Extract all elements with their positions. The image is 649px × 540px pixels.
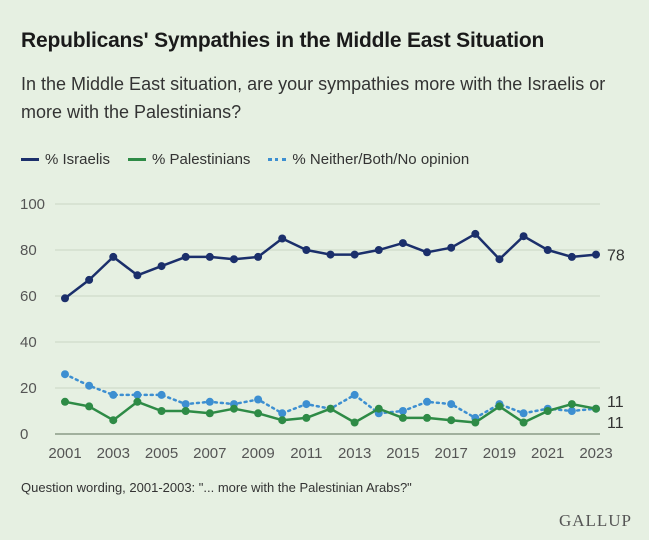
data-point-series-1: [229, 404, 238, 413]
x-tick-label: 2013: [338, 445, 371, 462]
data-point-series-2: [181, 400, 190, 409]
data-point-series-2: [398, 407, 407, 415]
data-point-series-1: [85, 402, 94, 411]
y-tick-label: 60: [20, 288, 37, 305]
data-point-series-1: [109, 416, 118, 425]
data-point-series-2: [85, 381, 94, 390]
data-point-series-2: [423, 397, 432, 406]
data-point-series-0: [205, 252, 214, 261]
data-point-series-0: [447, 243, 456, 252]
y-tick-label: 80: [20, 242, 37, 259]
data-point-series-1: [543, 407, 552, 415]
legend-label-israelis: % Israelis: [45, 151, 111, 168]
legend-item-israelis: % Israelis: [21, 151, 110, 168]
data-point-series-2: [567, 407, 576, 415]
data-point-series-2: [61, 370, 69, 379]
legend-item-palestinians: % Palestinians: [128, 151, 250, 168]
data-point-series-1: [519, 418, 528, 427]
chart-subtitle: In the Middle East situation, are your s…: [21, 74, 606, 122]
legend-label-palestinians: % Palestinians: [152, 151, 251, 168]
end-label-series-0: 78: [607, 248, 625, 265]
y-tick-label: 0: [20, 426, 28, 443]
data-point-series-1: [254, 409, 263, 418]
data-point-series-1: [398, 413, 407, 422]
data-point-series-0: [61, 294, 69, 303]
data-point-series-0: [85, 275, 94, 284]
data-point-series-2: [519, 409, 528, 418]
x-tick-label: 2001: [48, 445, 81, 462]
x-tick-label: 2021: [531, 445, 564, 462]
data-point-series-0: [374, 246, 383, 254]
data-point-series-1: [592, 404, 600, 413]
data-point-series-0: [519, 232, 528, 241]
data-point-series-2: [157, 390, 166, 399]
x-tick-label: 2019: [483, 445, 516, 462]
data-point-series-0: [278, 234, 287, 243]
legend-swatch-israelis: [21, 158, 39, 161]
x-tick-label: 2011: [290, 445, 322, 462]
data-point-series-2: [133, 390, 142, 399]
data-point-series-1: [302, 413, 311, 422]
gallup-logo: GALLUP: [558, 511, 632, 530]
legend-label-neither: % Neither/Both/No opinion: [292, 151, 470, 168]
data-point-series-1: [374, 404, 383, 413]
x-tick-label: 2009: [241, 445, 274, 462]
legend-swatch-neither: [268, 158, 287, 161]
data-point-series-0: [229, 255, 238, 264]
data-point-series-0: [133, 271, 142, 280]
legend-swatch-palestinians: [128, 158, 147, 161]
data-point-series-0: [181, 252, 190, 261]
data-point-series-1: [495, 402, 504, 411]
data-point-series-0: [471, 229, 480, 238]
series-line-0: [64, 232, 597, 300]
data-point-series-1: [205, 409, 214, 418]
legend-item-neither: % Neither/Both/No opinion: [268, 151, 469, 168]
data-point-series-1: [157, 407, 166, 415]
data-point-series-1: [447, 416, 456, 425]
data-point-series-2: [350, 390, 359, 399]
x-tick-label: 2015: [386, 445, 419, 462]
footnote: Question wording, 2001-2003: "... more w…: [21, 480, 412, 495]
data-point-series-0: [543, 246, 552, 254]
data-point-series-1: [181, 407, 190, 415]
legend: % Israelis % Palestinians % Neither/Both…: [21, 151, 469, 168]
data-point-series-0: [350, 250, 359, 259]
y-tick-label: 40: [20, 334, 37, 351]
x-tick-label: 2023: [579, 445, 612, 462]
data-point-series-2: [205, 397, 214, 406]
x-tick-label: 2005: [145, 445, 178, 462]
data-point-series-0: [302, 246, 311, 254]
data-point-series-2: [447, 400, 456, 409]
data-point-series-2: [278, 409, 287, 418]
data-point-series-1: [423, 413, 432, 422]
data-point-series-2: [254, 395, 263, 404]
x-tick-label: 2007: [193, 445, 226, 462]
data-point-series-0: [423, 248, 432, 257]
x-tick-label: 2003: [97, 445, 130, 462]
data-point-series-2: [109, 390, 118, 399]
data-point-series-1: [278, 416, 287, 425]
data-point-series-0: [592, 250, 600, 259]
data-point-series-0: [567, 252, 576, 261]
chart-title: Republicans' Sympathies in the Middle Ea…: [21, 29, 545, 52]
data-point-series-0: [495, 255, 504, 264]
end-label-series-2: 11: [607, 415, 624, 432]
x-tick-label: 2017: [434, 445, 467, 462]
y-tick-label: 20: [20, 380, 37, 397]
y-tick-label: 100: [20, 196, 45, 213]
data-point-series-0: [109, 252, 118, 261]
data-point-series-0: [157, 262, 166, 271]
end-label-series-1: 11: [607, 394, 624, 411]
data-point-series-1: [350, 418, 359, 427]
data-point-series-1: [567, 400, 576, 409]
data-point-series-2: [302, 400, 311, 409]
data-point-series-0: [326, 250, 335, 259]
data-point-series-1: [61, 397, 69, 406]
data-point-series-1: [133, 397, 142, 406]
data-point-series-0: [254, 252, 263, 261]
data-point-series-1: [471, 418, 480, 427]
data-point-series-0: [398, 239, 407, 248]
data-point-series-1: [326, 404, 335, 413]
